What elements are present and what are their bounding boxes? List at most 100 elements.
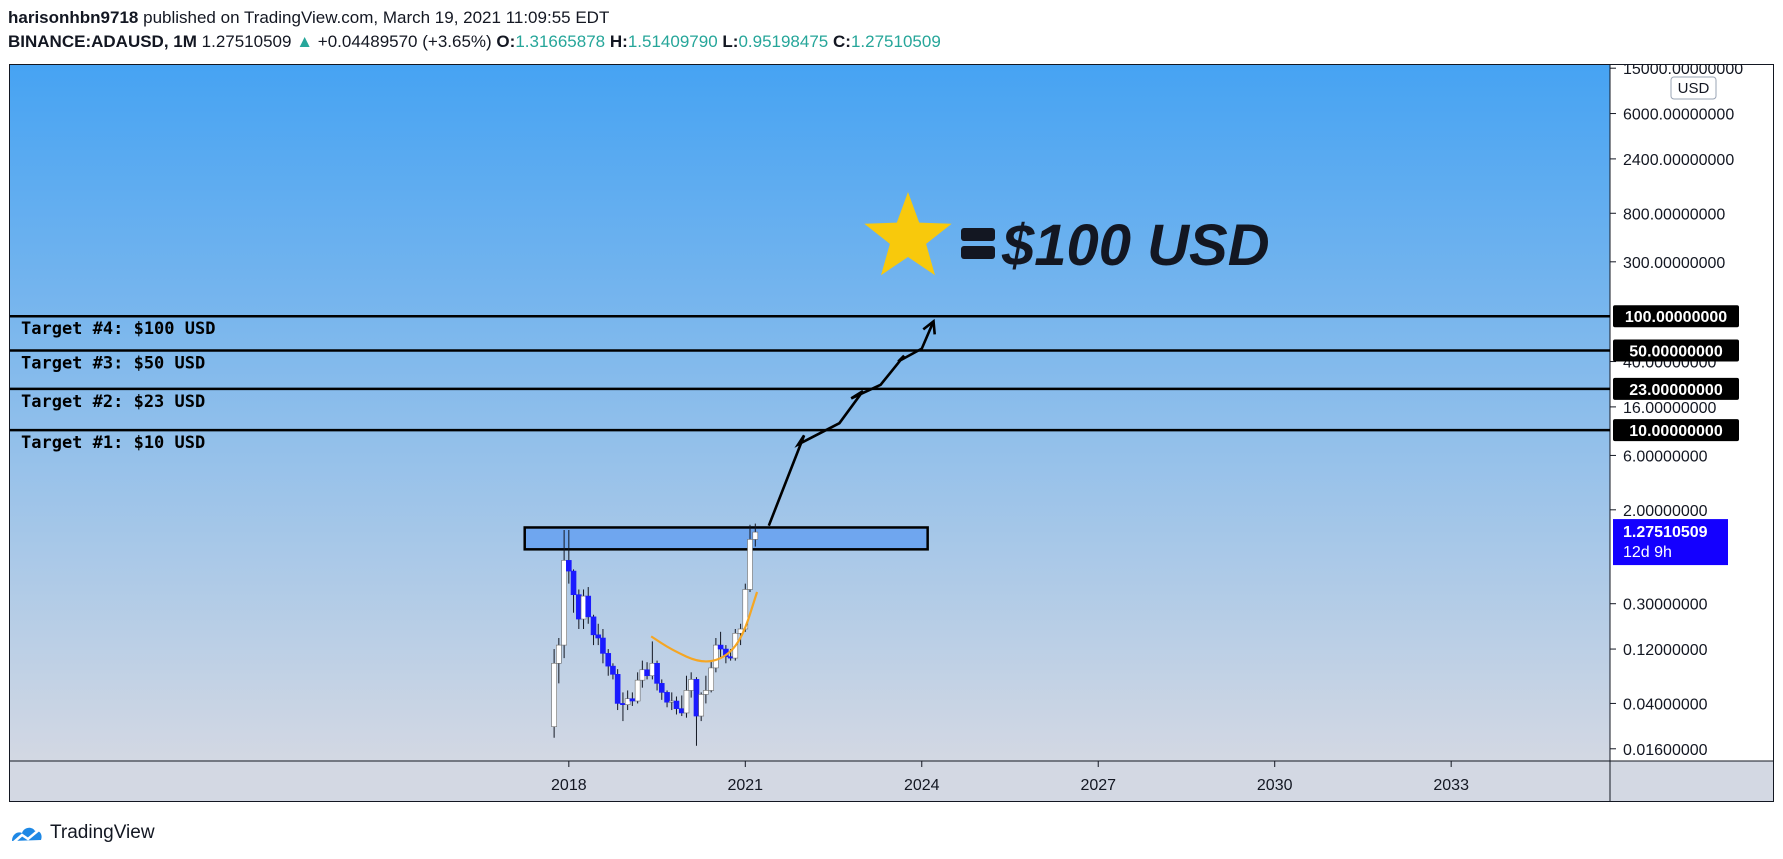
close-label: C: — [833, 32, 851, 51]
candle-down — [610, 665, 616, 675]
cup-curve-layer — [650, 591, 759, 663]
candle-down — [590, 616, 597, 636]
price-tick-label: 6000.00000000 — [1623, 107, 1734, 124]
price-tick-label: 0.12000000 — [1623, 642, 1708, 659]
target-price-tag — [1613, 339, 1739, 362]
time-tick-label: 2027 — [1080, 777, 1116, 794]
chart-frame[interactable]: 15000.00000000 6000.00000000 2400.00000000… — [9, 64, 1774, 802]
target-label: Target #3: $50 USD — [21, 353, 205, 373]
candle-down — [693, 679, 700, 717]
trajectory-arrow — [767, 320, 935, 527]
price-axis[interactable]: 15000.00000000 6000.00000000 2400.00000000… — [1610, 65, 1743, 759]
candle-down — [620, 703, 626, 705]
candle-up — [556, 644, 562, 664]
resistance-zone-box — [523, 526, 929, 551]
candle-down — [600, 637, 606, 654]
candle-down — [658, 683, 665, 693]
candle-up — [683, 690, 690, 714]
publish-info: published on TradingView.com, March 19, … — [143, 8, 610, 27]
candle-down — [717, 644, 724, 650]
symbol-label: BINANCE:ADAUSD, 1M — [8, 32, 197, 51]
candle-up — [688, 679, 694, 691]
ohlc-line: BINANCE:ADAUSD, 1M 1.27510509 ▲ +0.04489… — [8, 30, 1708, 54]
equals-sign-bottom-bar — [961, 246, 995, 259]
candle-up — [668, 700, 675, 703]
star-icon — [864, 192, 952, 276]
high-value: 1.51409790 — [627, 32, 718, 51]
chart-canvas[interactable]: 15000.00000000 6000.00000000 2400.00000000… — [10, 65, 1774, 802]
candle-up — [639, 669, 646, 681]
candle-down — [585, 595, 592, 618]
time-tick-label: 2021 — [727, 777, 763, 794]
up-triangle-icon: ▲ — [296, 32, 314, 51]
time-tick-label: 2018 — [551, 777, 587, 794]
equals-sign-top-bar — [961, 228, 995, 241]
time-axis-background — [10, 761, 1773, 801]
candle-up — [551, 662, 557, 727]
target-price-tag — [1613, 305, 1739, 328]
arrow-head — [922, 318, 937, 335]
target-price-tag-label: 23.00000000 — [1629, 382, 1723, 399]
target-label: Target #2: $23 USD — [21, 392, 205, 412]
candle-up — [703, 690, 709, 695]
last-price-tag — [1613, 519, 1728, 566]
last-price-header: 1.27510509 — [201, 32, 292, 51]
open-label: O: — [496, 32, 516, 51]
candle-up — [752, 531, 759, 540]
candle-down — [570, 570, 577, 595]
target-price-tag-label: 10.00000000 — [1629, 423, 1723, 440]
price-tick-label: 2.00000000 — [1623, 503, 1708, 520]
currency-label: USD — [1678, 80, 1710, 97]
plot-background — [10, 65, 1610, 761]
target-price-tag — [1613, 377, 1739, 400]
candle-down — [595, 634, 602, 639]
price-tick-label: 800.00000000 — [1623, 206, 1725, 223]
candles-layer — [551, 523, 759, 746]
last-price-tag-label: 1.27510509 — [1623, 524, 1708, 541]
time-tick-label: 2030 — [1257, 777, 1293, 794]
author-name[interactable]: harisonhbn9718 — [8, 8, 139, 27]
candle-down — [614, 674, 621, 704]
cup-curve — [650, 591, 759, 663]
footer-brand[interactable]: TradingView — [10, 818, 155, 848]
price-tick-label: 0.04000000 — [1623, 696, 1708, 713]
brand-name: TradingView — [50, 822, 155, 843]
targets-layer: Target #1: $10 USD 10.00000000 Target #2: … — [10, 305, 1739, 453]
price-tick-label: 300.00000000 — [1623, 255, 1725, 272]
candle-down — [629, 698, 636, 702]
price-axis-background — [1610, 65, 1773, 761]
time-axis[interactable]: 2018 2021 2024 2027 2030 2033 — [551, 761, 1469, 794]
candle-down — [566, 560, 572, 572]
tradingview-logo-icon — [12, 827, 42, 843]
candle-down — [576, 594, 582, 620]
candle-down — [654, 662, 660, 684]
candle-down — [605, 653, 612, 667]
low-value: 0.95198475 — [738, 32, 829, 51]
low-label: L: — [722, 32, 739, 51]
last-price-layer: 1.27510509 12d 9h — [1613, 519, 1728, 566]
arrow-layer — [767, 318, 937, 527]
candle-up — [649, 662, 656, 677]
price-change: +0.04489570 (+3.65%) — [317, 32, 492, 51]
price-tick-label: 16.00000000 — [1623, 400, 1717, 417]
candle-up — [708, 667, 714, 691]
candle-down — [644, 669, 650, 677]
currency-badge[interactable]: USD — [1670, 76, 1717, 100]
candle-up — [698, 694, 704, 717]
candle-up — [580, 595, 587, 620]
target-price-tag-label: 100.00000000 — [1625, 309, 1727, 326]
price-tick-label: 2400.00000000 — [1623, 152, 1734, 169]
candle-up — [713, 644, 719, 669]
candle-down — [673, 700, 680, 709]
price-tick-label: 6.00000000 — [1623, 448, 1708, 465]
price-tick-label: 0.01600000 — [1623, 742, 1708, 759]
candle-up — [624, 698, 631, 705]
target-price-tag-label: 50.00000000 — [1629, 343, 1723, 360]
target-label: Target #1: $10 USD — [21, 433, 205, 453]
close-value: 1.27510509 — [850, 32, 941, 51]
candle-up — [634, 679, 641, 702]
candle-up — [747, 539, 753, 590]
resistance-zone-layer — [523, 526, 929, 551]
target-annotation-text: $100 USD — [1001, 213, 1270, 278]
target-label: Target #4: $100 USD — [21, 319, 215, 339]
